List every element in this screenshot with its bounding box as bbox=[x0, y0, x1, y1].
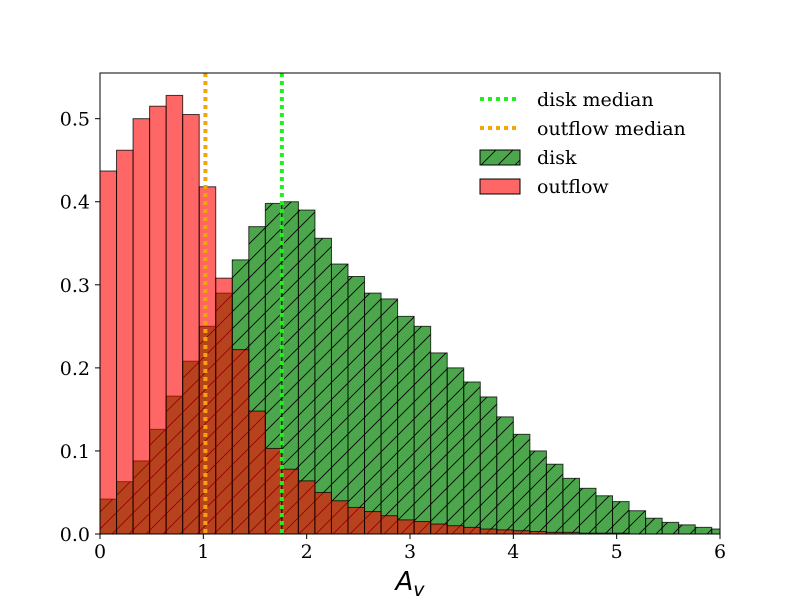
median-lines bbox=[203, 73, 284, 534]
disk-bar-hatch bbox=[695, 527, 712, 534]
y-axis: 0.0 0.1 0.2 0.3 0.4 0.5 bbox=[60, 109, 100, 546]
disk-bar-hatch bbox=[314, 238, 332, 534]
disk-bar-hatch bbox=[348, 276, 365, 534]
legend-swatch-disk-hatch bbox=[480, 150, 520, 165]
outflow-bar bbox=[330, 500, 349, 534]
disk-bar-hatch bbox=[662, 522, 679, 534]
legend-item-outflow: outflow bbox=[479, 176, 609, 198]
legend-label-outflow: outflow bbox=[537, 176, 609, 198]
disk-bar-hatch bbox=[298, 210, 315, 534]
outflow-bar bbox=[380, 515, 399, 534]
outflow-bar bbox=[215, 277, 233, 534]
y-tick-label: 0.1 bbox=[60, 441, 90, 463]
outflow-bars bbox=[100, 94, 630, 534]
outflow-bar bbox=[397, 519, 415, 534]
x-axis: 0 1 2 3 4 5 6 bbox=[94, 534, 726, 563]
disk-bar-hatch bbox=[678, 524, 696, 534]
disk-bar-hatch bbox=[529, 450, 547, 534]
disk-bar-hatch bbox=[364, 293, 382, 534]
x-tick-label: 2 bbox=[301, 541, 313, 563]
legend-swatch-outflow bbox=[479, 178, 521, 195]
outflow-bar bbox=[281, 468, 299, 534]
outflow-bar bbox=[100, 170, 118, 534]
outflow-bar bbox=[479, 528, 498, 534]
outflow-bar bbox=[446, 525, 465, 534]
disk-bar-hatch bbox=[381, 298, 398, 534]
legend-item-disk-median: disk median bbox=[480, 89, 654, 111]
x-tick-label: 6 bbox=[714, 541, 726, 563]
outflow-bar bbox=[165, 94, 184, 534]
disk-bar-hatch bbox=[513, 434, 530, 534]
outflow-bar bbox=[430, 523, 448, 534]
disk-bar-hatch bbox=[596, 495, 613, 534]
disk-bar-hatch bbox=[645, 518, 663, 534]
outflow-bar bbox=[413, 521, 432, 534]
y-tick-label: 0.3 bbox=[60, 275, 90, 297]
outflow-bar bbox=[364, 511, 382, 534]
legend-label-outflow-median: outflow median bbox=[537, 118, 686, 140]
x-tick-label: 0 bbox=[94, 541, 106, 563]
x-axis-title: Av bbox=[393, 567, 425, 600]
disk-bar-hatch bbox=[629, 510, 646, 534]
legend-item-outflow-median: outflow median bbox=[480, 118, 686, 140]
disk-bar-hatch bbox=[463, 381, 481, 534]
legend-label-disk-median: disk median bbox=[537, 89, 654, 111]
disk-bar-hatch bbox=[546, 464, 563, 534]
x-tick-label: 4 bbox=[507, 541, 519, 563]
disk-bar-hatch bbox=[281, 201, 299, 534]
x-tick-label: 3 bbox=[404, 541, 416, 563]
outflow-bar bbox=[149, 105, 167, 534]
y-tick-label: 0.2 bbox=[60, 358, 90, 380]
disk-bar-hatch bbox=[397, 316, 415, 534]
disk-bar-hatch bbox=[480, 396, 497, 534]
outflow-bar bbox=[116, 149, 134, 534]
outflow-bar bbox=[463, 526, 481, 534]
outflow-bar bbox=[347, 506, 366, 534]
legend-label-disk: disk bbox=[537, 147, 577, 169]
outflow-bar bbox=[248, 410, 266, 534]
disk-bar-hatch bbox=[612, 501, 630, 534]
y-tick-label: 0.5 bbox=[60, 109, 90, 131]
y-tick-label: 0.0 bbox=[60, 524, 90, 546]
legend: disk median outflow median disk outflow bbox=[479, 89, 686, 198]
legend-item-disk: disk bbox=[479, 147, 577, 169]
disk-bar-hatch bbox=[331, 264, 348, 534]
x-tick-label: 5 bbox=[611, 541, 623, 563]
disk-bar-hatch bbox=[562, 478, 580, 534]
outflow-bar bbox=[314, 491, 332, 534]
disk-bar-hatch bbox=[430, 352, 448, 534]
disk-bar-hatch bbox=[447, 367, 464, 534]
outflow-bar bbox=[297, 480, 316, 534]
disk-bar-hatch bbox=[496, 416, 514, 534]
disk-bar-hatch bbox=[711, 529, 720, 534]
disk-bar-hatch bbox=[414, 326, 431, 534]
x-tick-label: 1 bbox=[197, 541, 209, 563]
outflow-bar bbox=[496, 529, 514, 534]
disk-bar-hatch bbox=[579, 488, 596, 534]
outflow-bar bbox=[231, 349, 250, 534]
outflow-bar bbox=[132, 118, 151, 534]
outflow-bar bbox=[198, 186, 217, 534]
outflow-bar bbox=[264, 447, 283, 534]
outflow-bar bbox=[182, 114, 200, 534]
y-tick-label: 0.4 bbox=[60, 192, 90, 214]
